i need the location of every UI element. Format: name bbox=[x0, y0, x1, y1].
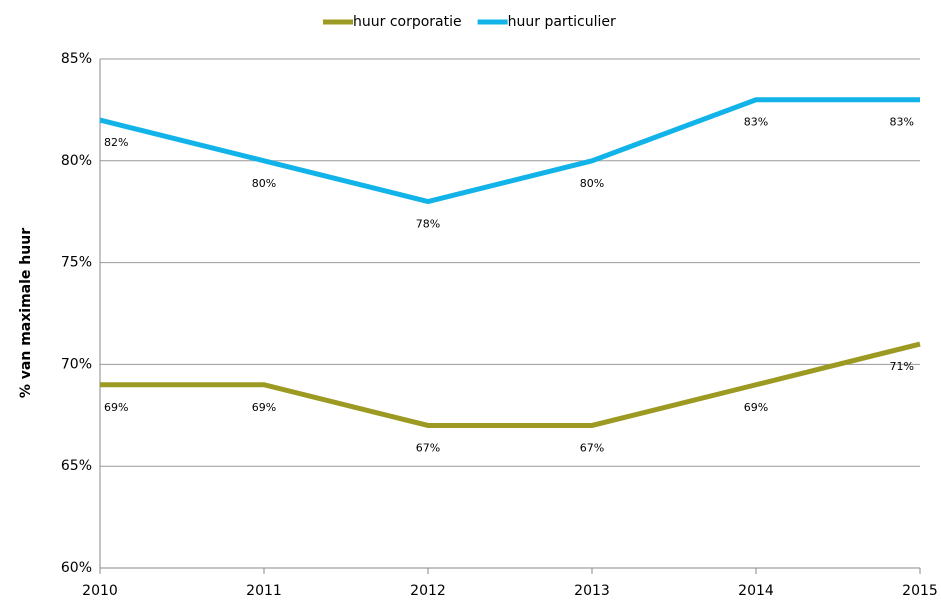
value-label: 67% bbox=[416, 441, 440, 454]
y-tick-label: 85% bbox=[61, 51, 92, 67]
x-tick-label: 2010 bbox=[82, 583, 118, 599]
x-tick-label: 2015 bbox=[902, 583, 938, 599]
value-label: 80% bbox=[252, 177, 276, 190]
y-tick-label: 75% bbox=[61, 255, 92, 271]
x-tick-label: 2013 bbox=[574, 583, 610, 599]
value-label: 83% bbox=[890, 116, 914, 129]
value-label: 69% bbox=[252, 401, 276, 414]
value-label: 78% bbox=[416, 218, 440, 231]
value-label: 67% bbox=[580, 441, 604, 454]
value-label: 71% bbox=[890, 360, 914, 373]
x-tick-label: 2011 bbox=[246, 583, 282, 599]
series-line bbox=[99, 97, 920, 205]
x-tick-label: 2014 bbox=[738, 583, 774, 599]
y-axis-label: % van maximale huur bbox=[18, 228, 34, 398]
x-tick-label: 2012 bbox=[410, 583, 446, 599]
y-tick-label: 60% bbox=[61, 560, 92, 576]
value-label: 69% bbox=[104, 401, 128, 414]
series-line bbox=[100, 341, 921, 428]
y-tick-label: 70% bbox=[61, 356, 92, 372]
value-label: 80% bbox=[580, 177, 604, 190]
value-label: 82% bbox=[104, 136, 128, 149]
legend-label: huur particulier bbox=[508, 14, 616, 30]
legend-label: huur corporatie bbox=[353, 14, 462, 30]
y-tick-label: 65% bbox=[61, 458, 92, 474]
y-tick-label: 80% bbox=[61, 153, 92, 169]
value-label: 83% bbox=[744, 116, 768, 129]
value-label: 69% bbox=[744, 401, 768, 414]
